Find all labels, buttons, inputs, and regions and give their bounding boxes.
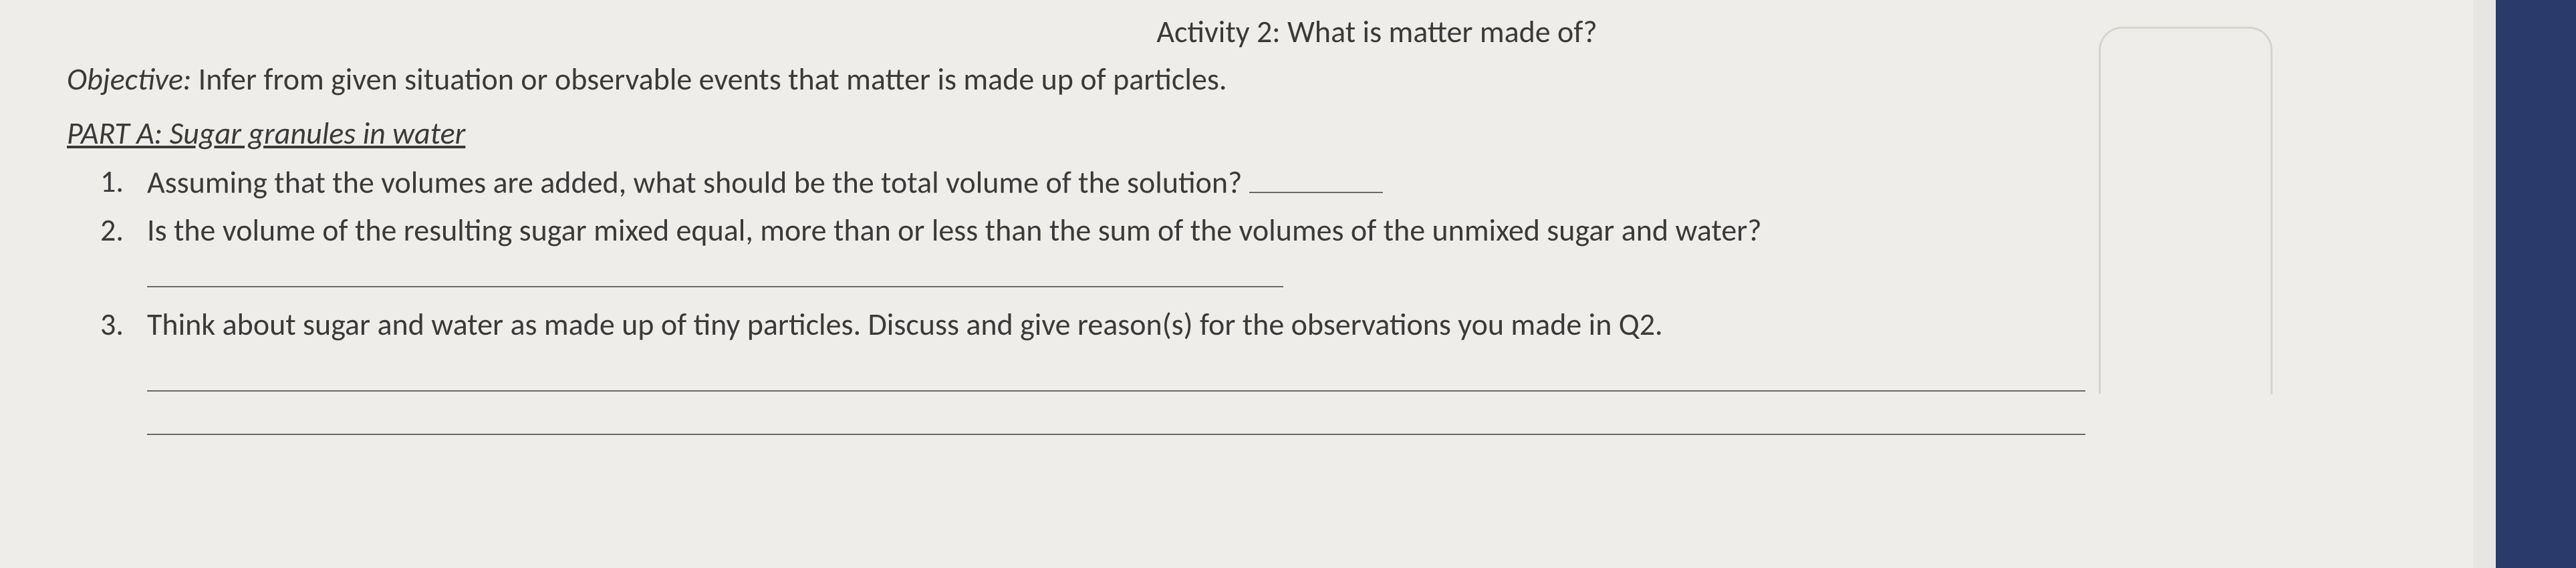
right-margin-strip (2496, 0, 2576, 568)
question-2-text: Is the volume of the resulting sugar mix… (147, 212, 1762, 249)
question-2: 2. Is the volume of the resulting sugar … (100, 208, 2420, 301)
question-text: Think about sugar and water as made up o… (147, 302, 2420, 348)
objective-line: Objective: Infer from given situation or… (67, 61, 2420, 98)
questions-list: 1. Assuming that the volumes are added, … (67, 159, 2420, 348)
question-1-text: Assuming that the volumes are added, wha… (147, 164, 1249, 202)
answer-line[interactable] (147, 398, 2085, 435)
page-corner-mark (2099, 27, 2273, 394)
activity-title: Activity 2: What is matter made of? (67, 13, 2420, 51)
question-number: 3. (100, 302, 147, 348)
question-number: 2. (100, 208, 147, 301)
question-text: Is the volume of the resulting sugar mix… (147, 208, 2420, 301)
objective-label: Objective: (67, 61, 191, 98)
worksheet-page: Activity 2: What is matter made of? Obje… (0, 0, 2473, 568)
question-1: 1. Assuming that the volumes are added, … (100, 159, 2420, 206)
question-3: 3. Think about sugar and water as made u… (100, 302, 2420, 348)
objective-text: Infer from given situation or observable… (191, 61, 1227, 98)
question-3-text: Think about sugar and water as made up o… (147, 306, 1663, 343)
question-number: 1. (100, 159, 147, 206)
answer-lines-container (67, 355, 2420, 435)
part-a-heading: PART A: Sugar granules in water (67, 115, 2420, 152)
answer-line[interactable] (147, 355, 2085, 392)
question-text: Assuming that the volumes are added, wha… (147, 159, 2420, 206)
answer-blank[interactable] (1249, 159, 1383, 193)
answer-blank[interactable] (147, 254, 1283, 288)
